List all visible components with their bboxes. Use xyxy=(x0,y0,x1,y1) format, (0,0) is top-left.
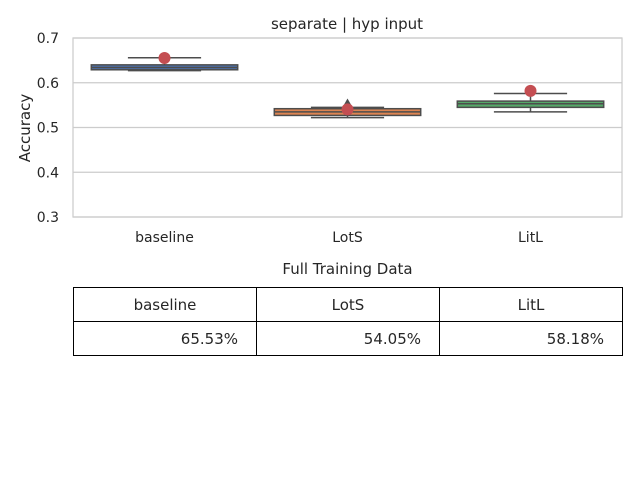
value-cell: 65.53% xyxy=(73,321,257,356)
chart-title: separate | hyp input xyxy=(271,15,423,33)
full-data-marker xyxy=(341,103,354,116)
box-baseline xyxy=(90,52,239,72)
table-caption: Full Training Data xyxy=(282,260,413,278)
table-row: 65.53% 54.05% 58.18% xyxy=(73,321,623,356)
y-tick-label: 0.4 xyxy=(37,165,59,181)
outlier-marker xyxy=(343,98,352,106)
y-tick-label: 0.6 xyxy=(37,76,59,92)
header-cell: LitL xyxy=(439,287,623,322)
results-table: baseline LotS LitL 65.53% 54.05% 58.18% xyxy=(73,287,623,356)
table-header-row: baseline LotS LitL xyxy=(73,287,623,322)
x-tick-label: LitL xyxy=(518,230,543,246)
header-cell: LotS xyxy=(256,287,440,322)
value-cell: 54.05% xyxy=(256,321,440,356)
y-tick-labels: 0.3 0.4 0.5 0.6 0.7 xyxy=(37,31,59,226)
y-tick-label: 0.7 xyxy=(37,31,59,47)
value-cell: 58.18% xyxy=(439,321,623,356)
y-tick-label: 0.3 xyxy=(37,210,59,226)
full-data-marker xyxy=(524,84,537,97)
boxes xyxy=(90,52,605,119)
y-axis-label: Accuracy xyxy=(16,94,34,163)
box-LitL xyxy=(456,84,605,113)
full-data-marker xyxy=(158,52,171,65)
box-plot-chart: separate | hyp input Accuracy 0.30.40.50… xyxy=(16,15,623,246)
x-tick-labels: baseline LotS LitL xyxy=(135,230,543,246)
header-cell: baseline xyxy=(73,287,257,322)
x-tick-label: baseline xyxy=(135,230,194,246)
plot-frame xyxy=(72,37,623,218)
x-tick-label: LotS xyxy=(332,230,363,246)
y-tick-label: 0.5 xyxy=(37,121,59,137)
box-LotS xyxy=(273,98,422,119)
